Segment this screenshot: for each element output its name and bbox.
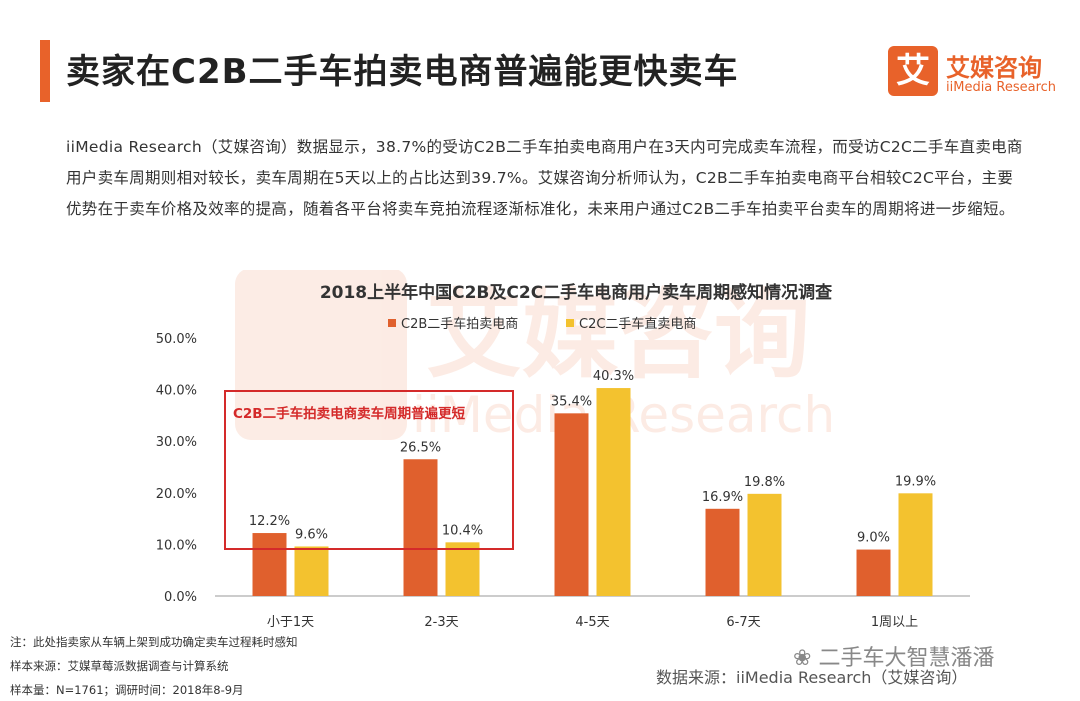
- data-source: 数据来源：iiMedia Research（艾媒咨询）: [656, 668, 968, 687]
- footnote-sample-source: 样本来源：艾媒草莓派数据调查与计算系统: [10, 659, 229, 673]
- bar: [554, 413, 589, 596]
- watermark: 艾媒咨询 iiMedia Research: [235, 270, 835, 444]
- bar: [898, 493, 933, 596]
- logo-text-cn: 艾媒咨询: [946, 54, 1042, 82]
- bar-value-label: 9.0%: [857, 531, 890, 546]
- bar-value-label: 10.4%: [442, 523, 483, 538]
- bar-value-label: 40.3%: [593, 369, 634, 384]
- x-axis-labels: 小于1天 2-3天 4-5天 6-7天 1周以上: [267, 615, 918, 630]
- bar: [705, 508, 740, 596]
- x-tick-label: 1周以上: [871, 615, 918, 630]
- bar-value-label: 16.9%: [702, 490, 743, 505]
- page-title: 卖家在C2B二手车拍卖电商普遍能更快卖车: [66, 52, 739, 92]
- footnote-note: 注：此处指卖家从车辆上架到成功确定卖车过程耗时感知: [10, 635, 298, 649]
- y-tick-label: 30.0%: [156, 435, 197, 450]
- bar-chart: 艾媒咨询 iiMedia Research 2018上半年中国C2B及C2C二手…: [156, 270, 970, 630]
- bar: [596, 388, 631, 596]
- y-tick-label: 50.0%: [156, 332, 197, 347]
- y-tick-label: 0.0%: [164, 590, 197, 605]
- wechat-watermark: ❀ 二手车大智慧潘潘: [793, 646, 995, 671]
- x-tick-label: 小于1天: [267, 615, 314, 630]
- bar-value-label: 35.4%: [551, 394, 592, 409]
- bar-value-label: 12.2%: [249, 514, 290, 529]
- highlight-box: [224, 390, 514, 550]
- y-tick-label: 20.0%: [156, 487, 197, 502]
- bar: [403, 459, 438, 596]
- highlight-annotation: C2B二手车拍卖电商卖车周期普遍更短: [233, 405, 466, 422]
- logo-text-en: iiMedia Research: [946, 80, 1057, 95]
- legend-swatch: [388, 319, 396, 327]
- bar: [856, 549, 891, 596]
- chart-legend: C2B二手车拍卖电商 C2C二手车直卖电商: [388, 316, 696, 332]
- footnote-sample-size: 样本量：N=1761；调研时间：2018年8-9月: [10, 683, 244, 697]
- bar: [445, 542, 480, 596]
- bar-value-label: 19.9%: [895, 474, 936, 489]
- bar: [252, 533, 287, 596]
- bar-value-label: 9.6%: [295, 527, 328, 542]
- legend-label: C2B二手车拍卖电商: [401, 316, 518, 332]
- x-tick-label: 4-5天: [575, 615, 609, 630]
- x-tick-label: 6-7天: [726, 615, 760, 630]
- bar-value-label: 19.8%: [744, 475, 785, 490]
- y-tick-label: 10.0%: [156, 538, 197, 553]
- bar: [294, 546, 329, 596]
- chart-title: 2018上半年中国C2B及C2C二手车电商用户卖车周期感知情况调查: [320, 282, 833, 303]
- intro-paragraph: iiMedia Research（艾媒咨询）数据显示，38.7%的受访C2B二手…: [66, 138, 1023, 218]
- logo-mark-icon: 艾: [888, 46, 938, 96]
- bars: 12.2% 9.6% 26.5% 10.4% 35.4%40.3% 16.9%19.8% 9…: [249, 369, 936, 596]
- watermark-cn: 艾媒咨询: [426, 279, 810, 391]
- brand-logo: 艾 艾媒咨询 iiMedia Research: [888, 46, 1058, 102]
- legend-swatch: [566, 319, 574, 327]
- bar: [747, 493, 782, 596]
- title-accent-bar: [40, 40, 50, 102]
- wechat-account: 二手车大智慧潘潘: [818, 646, 995, 671]
- y-tick-label: 40.0%: [156, 384, 197, 399]
- bar-value-label: 26.5%: [400, 440, 441, 455]
- watermark-logo-icon: [235, 270, 407, 440]
- legend-label: C2C二手车直卖电商: [579, 316, 696, 332]
- x-tick-label: 2-3天: [424, 615, 458, 630]
- y-axis: 0.0% 10.0% 20.0% 30.0% 40.0% 50.0%: [156, 332, 197, 605]
